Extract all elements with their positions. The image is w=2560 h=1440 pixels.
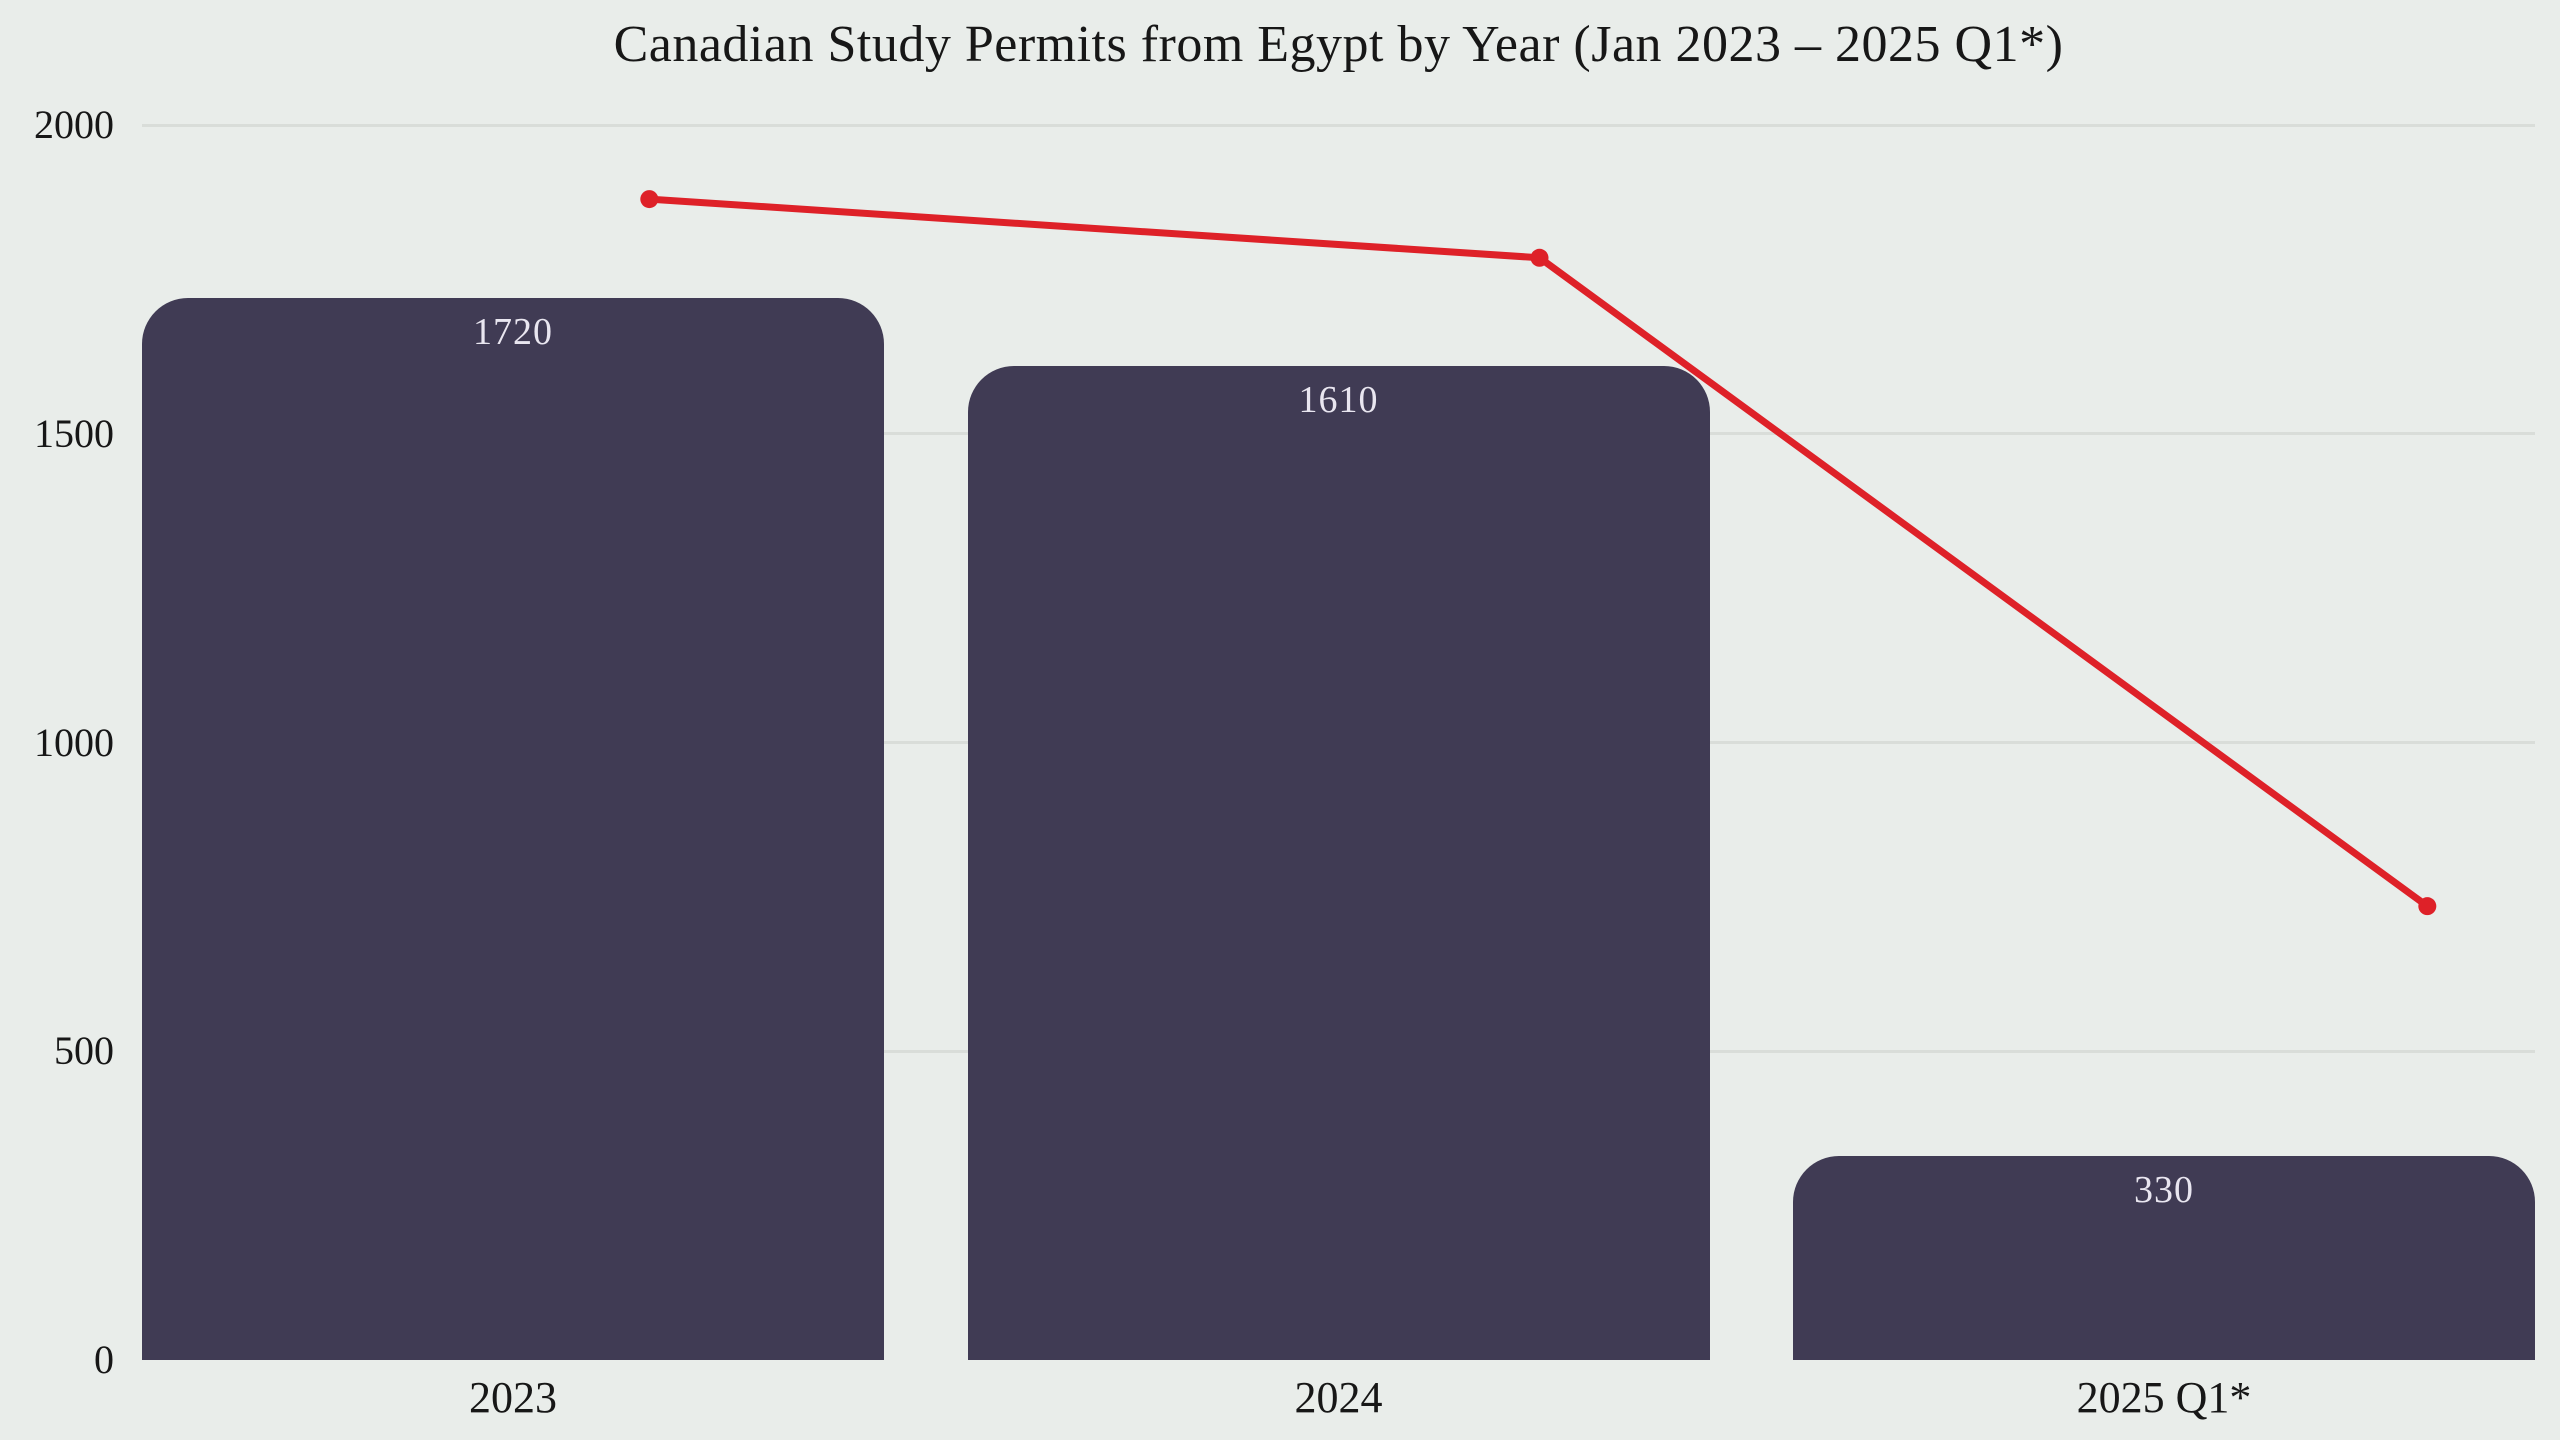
plot-area: 1720 1610 330 xyxy=(142,123,2535,1360)
bar-value-label: 1720 xyxy=(473,310,553,353)
x-tick-label-2024: 2024 xyxy=(1294,1373,1383,1422)
y-tick-label-500: 500 xyxy=(54,1028,114,1074)
x-tick-label-2023: 2023 xyxy=(469,1373,557,1422)
line-point-2024 xyxy=(1530,248,1549,267)
line-point-2025-q1- xyxy=(2418,897,2437,916)
y-tick-label-1000: 1000 xyxy=(34,719,114,765)
y-tick-label-2000: 2000 xyxy=(34,102,114,147)
gridline-2000 xyxy=(142,123,2535,127)
bar-2024: 1610 xyxy=(967,365,1710,1360)
x-tick-label-2025-q1-: 2025 Q1* xyxy=(2076,1373,2252,1422)
line-point-2023 xyxy=(640,190,659,209)
bar-value-label: 330 xyxy=(2134,1169,2194,1212)
bar-2025-q1-: 330 xyxy=(1793,1156,2535,1360)
y-tick-label-1500: 1500 xyxy=(34,410,114,456)
bar-2023: 1720 xyxy=(142,297,884,1360)
bar-value-label: 1610 xyxy=(1298,378,1379,421)
chart-title: Canadian Study Permits from Egypt by Yea… xyxy=(613,16,2064,73)
y-tick-label-0: 0 xyxy=(94,1337,114,1382)
